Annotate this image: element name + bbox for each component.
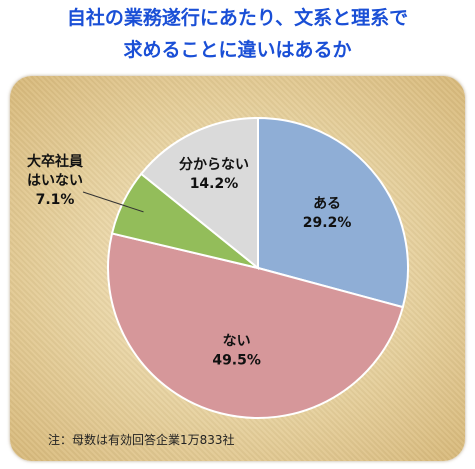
slice-value-nai: 49.5% xyxy=(212,352,261,368)
footnote: 注：母数は有効回答企業1万833社 xyxy=(48,433,235,447)
pie-slice-wakaranai xyxy=(139,116,259,271)
slice-label-wakaranai: 分からない xyxy=(179,157,249,173)
slice-value-aru: 29.2% xyxy=(303,215,352,231)
slice-value-wakaranai: 14.2% xyxy=(190,176,239,192)
slice-label-nai: ない xyxy=(223,333,251,349)
leader-line-no-graduates xyxy=(82,191,144,213)
pie-slice-aru xyxy=(257,116,409,309)
slice-label-aru: ある xyxy=(313,196,341,212)
slice-label-no-graduates: 大卒社員 xyxy=(27,153,83,170)
pie-slice-nai xyxy=(107,232,405,419)
slice-label-no-graduates: はいない xyxy=(27,173,83,189)
chart-title-line-2: 求めることに違いはあるか xyxy=(123,39,352,61)
slice-value-no-graduates: 7.1% xyxy=(36,192,75,208)
chart-title-line-1: 自社の業務遂行にあたり、文系と理系で xyxy=(66,7,409,29)
